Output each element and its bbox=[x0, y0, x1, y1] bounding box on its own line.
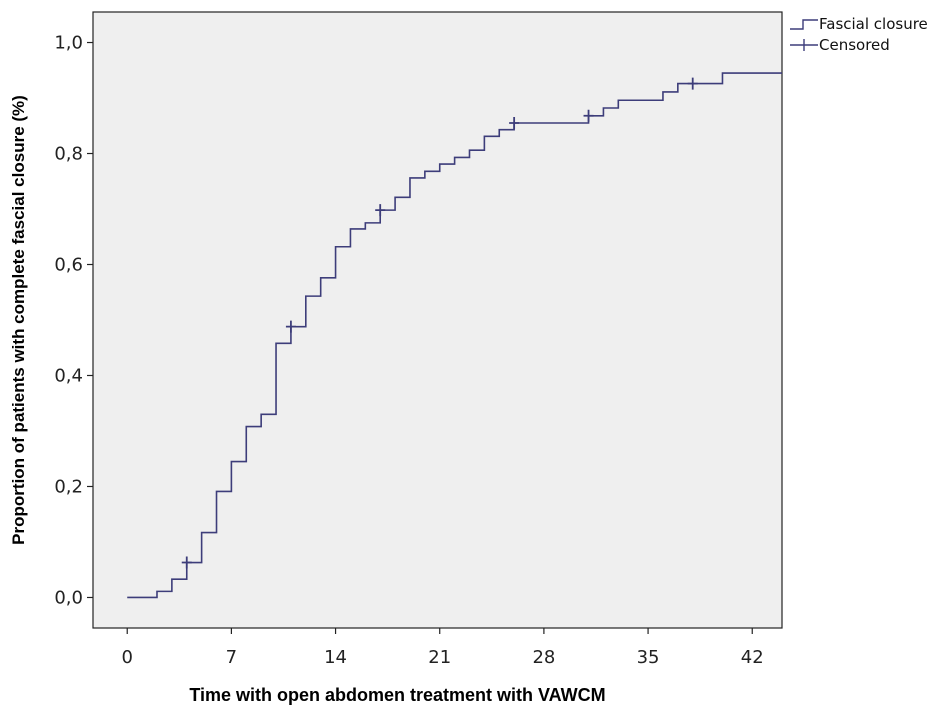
y-tick-label: 0,6 bbox=[54, 255, 83, 276]
censored-marker bbox=[583, 109, 594, 122]
legend-censored-symbol bbox=[790, 39, 818, 51]
x-tick-label: 7 bbox=[226, 647, 237, 668]
legend-censored-label: Censored bbox=[819, 36, 890, 54]
y-tick-label: 0,0 bbox=[54, 587, 83, 608]
x-tick-label: 42 bbox=[741, 647, 764, 668]
y-tick-label: 0,4 bbox=[54, 365, 83, 386]
plot-area bbox=[92, 11, 783, 629]
x-tick-label: 0 bbox=[122, 647, 133, 668]
censored-marker bbox=[181, 556, 192, 569]
legend-fascial-closure-symbol bbox=[790, 19, 818, 30]
x-tick-label: 28 bbox=[532, 647, 555, 668]
x-axis-title: Time with open abdomen treatment with VA… bbox=[189, 685, 605, 705]
y-tick-label: 0,8 bbox=[54, 144, 83, 165]
censored-marker bbox=[509, 116, 520, 129]
x-tick-label: 21 bbox=[428, 647, 451, 668]
censored-marker bbox=[285, 320, 296, 333]
y-tick-label: 0,2 bbox=[54, 476, 83, 497]
legend-fascial-closure-label: Fascial closure bbox=[819, 15, 928, 33]
x-tick-label: 35 bbox=[637, 647, 660, 668]
censored-marker bbox=[687, 77, 698, 90]
censored-marker bbox=[375, 204, 386, 217]
legend: Fascial closure Censored bbox=[790, 15, 928, 54]
x-axis: 0 7 14 21 28 35 42 bbox=[122, 628, 764, 668]
y-axis-title: Proportion of patients with complete fas… bbox=[9, 95, 28, 545]
series-layer bbox=[127, 72, 782, 599]
series-line-fascial-closure bbox=[127, 72, 782, 599]
y-axis: 0,0 0,2 0,4 0,6 0,8 1,0 bbox=[54, 33, 93, 608]
y-tick-label: 1,0 bbox=[54, 33, 83, 54]
x-tick-label: 14 bbox=[324, 647, 347, 668]
